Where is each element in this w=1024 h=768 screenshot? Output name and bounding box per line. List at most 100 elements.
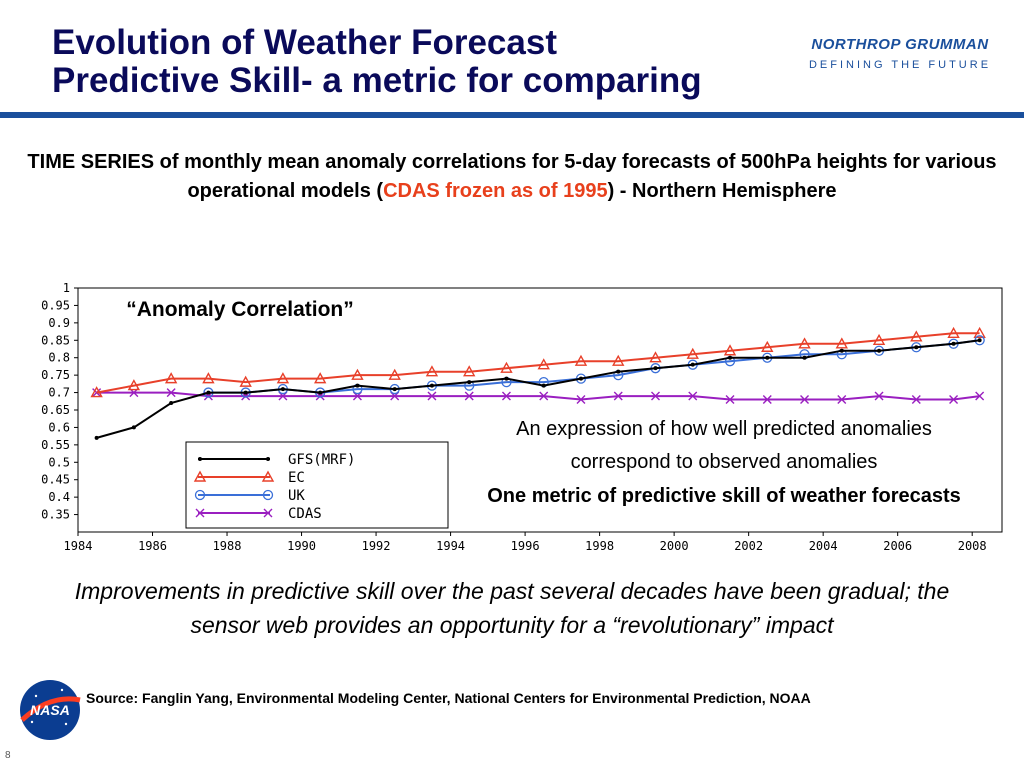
gfs-point (355, 383, 360, 388)
y-tick-label: 0.85 (41, 333, 70, 347)
x-tick-label: 2004 (809, 539, 838, 553)
gfs-point (392, 387, 397, 392)
y-tick-label: 0.7 (48, 386, 70, 400)
ec-point (193, 470, 207, 482)
y-tick-label: 0.35 (41, 508, 70, 522)
annotation-line-3: One metric of predictive skill of weathe… (487, 485, 961, 507)
x-tick-label: 1994 (436, 539, 465, 553)
series-ec (90, 326, 986, 398)
gfs-point (802, 355, 807, 360)
cdas-point (651, 391, 660, 401)
ec-point (239, 375, 252, 387)
nasa-logo-icon: NASA (20, 680, 81, 740)
ec-point (90, 386, 103, 398)
legend-label: UK (288, 488, 305, 504)
gfs-point (94, 435, 99, 440)
title-line-1: Evolution of Weather Forecast (52, 23, 557, 62)
gfs-point (839, 348, 844, 353)
cdas-point (688, 391, 698, 401)
y-tick-label: 0.6 (48, 420, 70, 434)
y-tick-label: 0.5 (48, 455, 70, 469)
cdas-point (576, 395, 586, 405)
chart-title: “Anomaly Correlation” (126, 298, 354, 321)
x-tick-label: 1998 (585, 539, 614, 553)
cdas-point (800, 395, 810, 405)
y-tick-label: 0.55 (41, 438, 70, 452)
ec-point (463, 365, 476, 377)
cdas-point (911, 395, 921, 405)
x-tick-label: 1996 (511, 539, 540, 553)
ec-point (500, 361, 513, 373)
cdas-point (874, 391, 884, 401)
gfs-point (198, 457, 202, 461)
cdas-point (837, 395, 847, 405)
cdas-point (501, 391, 511, 401)
gfs-point (877, 348, 882, 353)
x-tick-label: 1984 (64, 539, 93, 553)
title-divider (0, 112, 1024, 118)
ec-point (202, 372, 215, 384)
gfs-point (131, 425, 136, 430)
cdas-point (166, 388, 176, 398)
nasa-label: NASA (30, 702, 70, 718)
ec-point (835, 337, 848, 349)
y-tick-label: 0.75 (41, 368, 70, 382)
series-line (208, 339, 980, 394)
page-number: 8 (5, 750, 11, 761)
y-tick-label: 0.95 (41, 298, 70, 312)
y-tick-label: 0.4 (48, 490, 70, 504)
improvements-statement: Improvements in predictive skill over th… (74, 578, 950, 638)
cdas-point (725, 395, 735, 405)
ec-point (872, 333, 886, 345)
ec-point (537, 358, 550, 370)
gfs-point (653, 366, 658, 371)
gfs-point (467, 380, 472, 385)
gfs-point (690, 362, 695, 367)
cdas-point (315, 391, 325, 401)
ec-point (649, 351, 662, 363)
logo-name: NORTHROP GRUMMAN (811, 36, 989, 53)
subtitle-highlight: CDAS frozen as of 1995 (383, 180, 608, 202)
legend-label: EC (288, 470, 305, 486)
ec-point (425, 365, 439, 377)
cdas-point (263, 508, 273, 518)
gfs-point (280, 387, 285, 392)
subtitle-part-2: ) - Northern Hemisphere (607, 180, 837, 202)
y-tick-label: 0.65 (41, 403, 70, 417)
x-tick-label: 2008 (958, 539, 987, 553)
ec-point (973, 326, 986, 339)
ec-point (276, 372, 290, 384)
legend-label: CDAS (288, 506, 322, 522)
series-line (96, 332, 980, 394)
chart-description: TIME SERIES of monthly mean anomaly corr… (20, 148, 1004, 206)
y-tick-label: 0.45 (41, 473, 70, 487)
gfs-point (206, 390, 211, 395)
chart-legend: GFS(MRF) EC UK CDAS (185, 441, 449, 529)
ec-point (761, 340, 774, 352)
x-tick-label: 1988 (213, 539, 242, 553)
ec-point (612, 354, 625, 366)
gfs-point (318, 390, 323, 395)
ec-point (574, 354, 588, 366)
logo-tagline: DEFINING THE FUTURE (808, 59, 992, 71)
anomaly-correlation-chart: 1 0.95 0.9 0.85 0.8 0.75 0.7 0.65 0.6 0.55 0.5 0.45… (41, 281, 1003, 553)
x-tick-label: 2000 (660, 539, 689, 553)
cdas-point (539, 391, 549, 401)
gfs-point (977, 338, 982, 343)
ec-point (261, 470, 275, 482)
cdas-point (464, 391, 474, 401)
annotation-line-2: correspond to observed anomalies (571, 451, 878, 473)
uk-point (194, 489, 206, 501)
y-tick-label: 1 (63, 281, 70, 295)
series-gfsmrf (94, 338, 982, 440)
slide-title: Evolution of Weather Forecast Predictive… (52, 24, 852, 100)
ec-point (127, 379, 141, 391)
ec-point (947, 326, 960, 339)
gfs-point (429, 383, 434, 388)
ec-point (910, 330, 923, 342)
ec-point (686, 347, 699, 359)
x-tick-label: 2006 (883, 539, 912, 553)
x-tick-label: 2002 (734, 539, 763, 553)
x-tick-label: 1986 (138, 539, 167, 553)
gfs-point (616, 369, 621, 374)
